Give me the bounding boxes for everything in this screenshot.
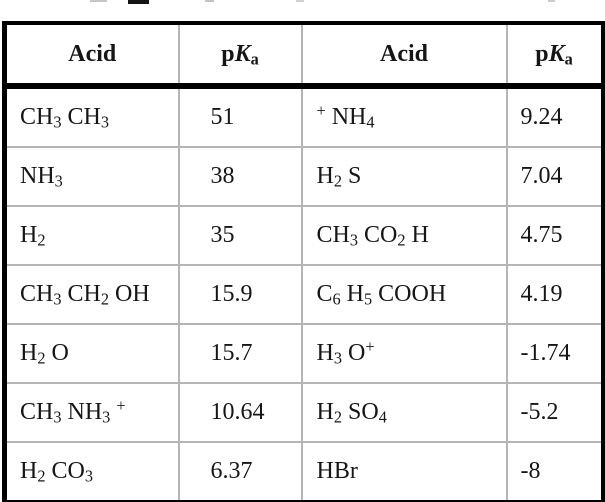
acid-cell: HBr	[300, 441, 508, 502]
table-row: H2 O 15.7 H3 O+ -1.74	[3, 323, 605, 384]
cropped-text-fragment	[128, 0, 149, 4]
pka-value-cell: -1.74	[505, 323, 605, 384]
pka-value-cell: 15.9	[177, 264, 303, 325]
table-row: CH3 CH3 51 + NH4 9.24	[3, 85, 605, 148]
pka-value-cell: 51	[177, 85, 303, 148]
pka-value-cell: 4.19	[505, 264, 605, 325]
table-row: NH3 38 H2 S 7.04	[3, 146, 605, 207]
acid-cell: H3 O+	[300, 323, 508, 384]
acid-cell: H2	[3, 205, 180, 266]
table-row: H2 CO3 6.37 HBr -8	[3, 441, 605, 502]
acid-cell: H2 S	[300, 146, 508, 207]
pka-value-cell: -5.2	[505, 382, 605, 443]
header-acid-right: Acid	[300, 22, 508, 89]
pka-value-cell: 6.37	[177, 441, 303, 502]
acid-cell: CH3 NH3 +	[3, 382, 180, 443]
pka-value-cell: 10.64	[177, 382, 303, 443]
cropped-text-fragment	[205, 0, 214, 2]
acid-cell: H2 CO3	[3, 441, 180, 502]
header-pka-left: pKa	[177, 22, 303, 89]
pka-value-cell: 38	[177, 146, 303, 207]
pka-table: Acid pKa Acid pKa CH3 CH3 51 + NH4 9.24 …	[2, 21, 605, 502]
table-row: H2 35 CH3 CO2 H 4.75	[3, 205, 605, 266]
header-acid-left: Acid	[3, 22, 180, 89]
pka-value-cell: -8	[505, 441, 605, 502]
acid-cell: NH3	[3, 146, 180, 207]
pka-value-cell: 35	[177, 205, 303, 266]
pka-value-cell: 4.75	[505, 205, 605, 266]
acid-cell: + NH4	[300, 85, 508, 148]
cropped-text-fragment	[548, 0, 555, 2]
pka-value-cell: 7.04	[505, 146, 605, 207]
cropped-text-fragment	[296, 0, 304, 2]
pka-value-cell: 9.24	[505, 85, 605, 148]
pka-value-cell: 15.7	[177, 323, 303, 384]
table-row: CH3 NH3 + 10.64 H2 SO4 -5.2	[3, 382, 605, 443]
header-pka-right: pKa	[505, 22, 605, 89]
acid-cell: CH3 CO2 H	[300, 205, 508, 266]
acid-cell: C6 H5 COOH	[300, 264, 508, 325]
acid-cell: CH3 CH2 OH	[3, 264, 180, 325]
acid-cell: CH3 CH3	[3, 85, 180, 148]
cropped-text-fragment	[90, 0, 107, 2]
table-body: CH3 CH3 51 + NH4 9.24 NH3 38 H2 S 7.04 H…	[3, 85, 605, 502]
header-row: Acid pKa Acid pKa	[3, 22, 605, 89]
acid-cell: H2 O	[3, 323, 180, 384]
acid-cell: H2 SO4	[300, 382, 508, 443]
table-row: CH3 CH2 OH 15.9 C6 H5 COOH 4.19	[3, 264, 605, 325]
